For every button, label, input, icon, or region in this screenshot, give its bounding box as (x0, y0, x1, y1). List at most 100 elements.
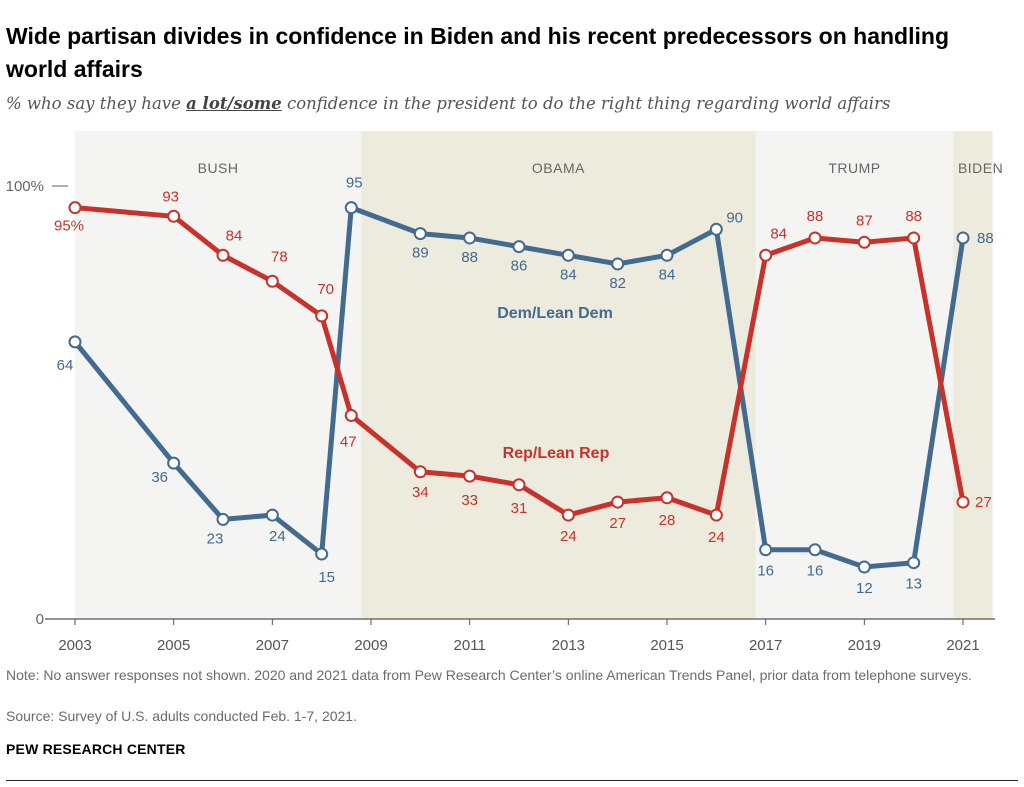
point-rep-2006 (216, 248, 230, 262)
x-tick-label-2019: 2019 (848, 637, 881, 654)
point-rep-2018 (808, 231, 822, 245)
point-rep-2008 (315, 309, 329, 323)
point-dem-2013 (561, 248, 575, 262)
chart-note: Note: No answer responses not shown. 202… (6, 667, 973, 683)
data-label-rep-2021: 27 (975, 494, 992, 511)
data-label-dem-2020: 13 (905, 576, 922, 593)
data-label-dem-2003: 64 (57, 357, 74, 374)
data-label-rep-2006: 84 (226, 227, 243, 244)
series-points (68, 201, 970, 574)
band-biden (953, 131, 993, 619)
x-tick-label-2011: 2011 (454, 637, 486, 654)
series-lines (72, 205, 966, 570)
point-rep-2016 (709, 508, 723, 522)
data-label-rep-2020: 88 (905, 208, 922, 225)
data-label-rep-2007: 78 (271, 248, 288, 265)
data-label-rep-2015: 28 (659, 512, 676, 529)
point-rep-2020 (907, 231, 921, 245)
data-label-dem-2007: 24 (269, 528, 286, 545)
point-dem-2020 (907, 556, 921, 570)
band-trump (755, 131, 954, 619)
point-dem-2005 (167, 456, 181, 470)
data-label-dem-2014: 82 (609, 275, 626, 292)
point-rep-2019 (857, 235, 871, 249)
band-label-biden: BIDEN (958, 160, 1003, 176)
data-label-dem-2006: 23 (207, 530, 224, 547)
x-tick-label-2021: 2021 (946, 637, 979, 654)
data-label-dem-2016: 90 (726, 209, 743, 226)
data-label-rep-2011: 33 (461, 492, 478, 509)
data-label-rep-2017: 84 (770, 225, 787, 242)
point-dem-2011 (463, 231, 477, 245)
series-label-rep: Rep/Lean Rep (503, 445, 610, 462)
point-dem-2019 (857, 560, 871, 574)
point-rep-2021 (956, 495, 970, 509)
line-rep (72, 205, 966, 518)
data-label-dem-2008: 15 (318, 569, 335, 586)
subtitle-suffix: confidence in the president to do the ri… (281, 94, 891, 113)
point-dem-2021 (956, 231, 970, 245)
data-label-dem-2012: 86 (511, 258, 528, 275)
data-label-dem-2017: 16 (757, 563, 774, 580)
point-rep-2003 (68, 201, 82, 215)
point-rep-2010 (413, 465, 427, 479)
point-dem-2017 (759, 543, 773, 557)
point-rep-2012 (512, 478, 526, 492)
data-label-rep-2010: 34 (412, 484, 429, 501)
point-rep-2015 (660, 491, 674, 505)
data-label-rep-2012: 31 (511, 500, 528, 517)
data-label-rep-2014: 27 (609, 515, 626, 532)
data-label-rep-2003: 95% (54, 218, 84, 235)
point-rep-2007 (265, 274, 279, 288)
data-label-dem-2005: 36 (151, 469, 168, 486)
data-label-dem-2010: 89 (412, 245, 429, 262)
data-label-rep-2013: 24 (560, 528, 577, 545)
data-label-dem-2019: 12 (856, 580, 873, 597)
data-label-dem-2013: 84 (560, 266, 577, 283)
point-rep-2008.6 (344, 408, 358, 422)
point-dem-2015 (660, 248, 674, 262)
point-dem-2008.6 (344, 201, 358, 215)
x-tick-label-2013: 2013 (552, 637, 585, 654)
y-tick-label-100: 100% (6, 178, 44, 195)
data-label-rep-2018: 88 (807, 208, 824, 225)
data-label-rep-2005: 93 (162, 188, 179, 205)
point-dem-2007 (265, 508, 279, 522)
point-rep-2017 (759, 248, 773, 262)
data-label-rep-2008: 70 (317, 281, 334, 298)
point-rep-2011 (463, 469, 477, 483)
data-label-dem-2011: 88 (461, 249, 478, 266)
point-dem-2006 (216, 512, 230, 526)
point-dem-2012 (512, 240, 526, 254)
band-label-trump: TRUMP (828, 160, 880, 176)
x-tick-label-2007: 2007 (256, 637, 289, 654)
chart-title: Wide partisan divides in confidence in B… (6, 23, 949, 82)
data-label-rep-2019: 87 (856, 212, 873, 229)
subtitle-emphasis: a lot/some (186, 94, 282, 113)
point-rep-2013 (561, 508, 575, 522)
point-dem-2014 (611, 257, 625, 271)
line-dem (72, 205, 966, 570)
y-tick-label-0: 0 (36, 611, 44, 628)
data-label-dem-2018: 16 (807, 563, 824, 580)
point-rep-2014 (611, 495, 625, 509)
x-tick-label-2003: 2003 (58, 637, 91, 654)
data-label-dem-2015: 84 (659, 266, 676, 283)
x-tick-label-2017: 2017 (749, 637, 782, 654)
series-label-dem: Dem/Lean Dem (497, 305, 613, 322)
chart-subtitle: % who say they have a lot/some confidenc… (6, 94, 1016, 113)
point-dem-2016 (709, 222, 723, 236)
chart-source: Source: Survey of U.S. adults conducted … (6, 708, 357, 724)
band-label-obama: OBAMA (532, 160, 585, 176)
x-tick-label-2009: 2009 (354, 637, 387, 654)
data-label-rep-2016: 24 (708, 529, 725, 546)
chart-axes: 100% 0 2003 2005 2007 2009 2011 2013 2015 2017 201… (6, 178, 995, 654)
point-dem-2003 (68, 335, 82, 349)
point-dem-2010 (413, 227, 427, 241)
line-chart: BUSH OBAMA TRUMP BIDEN 100% 0 2003 2005 2007 200… (6, 131, 1003, 654)
x-tick-label-2005: 2005 (157, 637, 190, 654)
band-label-bush: BUSH (198, 160, 239, 176)
point-dem-2018 (808, 543, 822, 557)
point-dem-2008 (315, 547, 329, 561)
bottom-rule (6, 780, 1018, 781)
